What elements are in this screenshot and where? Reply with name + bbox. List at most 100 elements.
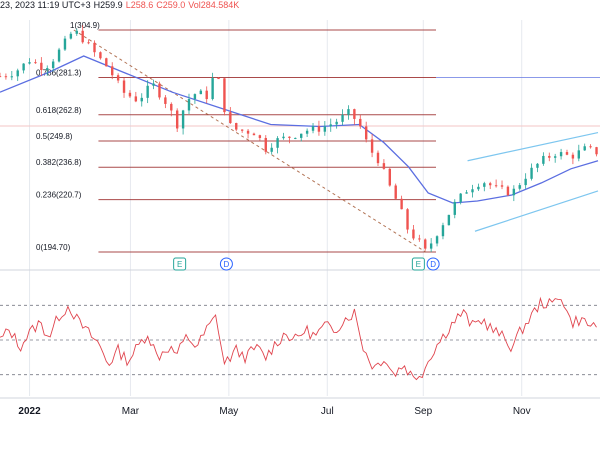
candle-body bbox=[577, 150, 581, 159]
candle-body bbox=[583, 146, 586, 151]
candle-body bbox=[317, 126, 321, 132]
candle-body bbox=[99, 52, 102, 59]
moving-average bbox=[0, 55, 599, 204]
candle-body bbox=[305, 130, 309, 134]
candle-body bbox=[341, 114, 344, 122]
candle-body bbox=[229, 112, 232, 124]
candle-body bbox=[565, 152, 569, 155]
event-label: D bbox=[430, 260, 436, 269]
candle-body bbox=[146, 85, 149, 98]
fib-level-label: 0.618(262.8) bbox=[36, 106, 82, 115]
header-datetime: 23, 2023 11:19 UTC+3 bbox=[0, 0, 91, 10]
rsi-line bbox=[0, 296, 597, 381]
rsi-panel bbox=[0, 296, 600, 381]
fib-level-label: 0.236(220.7) bbox=[36, 191, 82, 200]
candle-body bbox=[235, 123, 238, 130]
candle-body bbox=[4, 76, 8, 78]
candle-body bbox=[34, 62, 37, 64]
candle-body bbox=[40, 62, 43, 71]
candle-body bbox=[589, 146, 592, 148]
fib-retracement[interactable]: 1(304.9) 0.786(281.3) 0.618(262.8) 0.5(249.… bbox=[0, 21, 600, 253]
candle-body bbox=[500, 185, 504, 187]
candle-body bbox=[170, 103, 173, 111]
candle-body bbox=[388, 168, 392, 186]
time-tick-label: Mar bbox=[122, 406, 140, 417]
candle-body bbox=[181, 110, 185, 129]
earnings-icon bbox=[411, 257, 425, 271]
candle-body bbox=[57, 49, 61, 62]
candle-body bbox=[329, 124, 332, 127]
candle-body bbox=[400, 198, 403, 210]
event-label: E bbox=[177, 260, 182, 269]
candle-body bbox=[506, 186, 510, 196]
candle-body bbox=[128, 92, 132, 97]
candle-body bbox=[16, 70, 19, 77]
chart-header: 23, 2023 11:19 UTC+3 H259.9 L258.6 C259.0 Vo… bbox=[0, 0, 242, 18]
candle-body bbox=[376, 152, 380, 164]
price-channel[interactable] bbox=[467, 131, 599, 232]
candle-body bbox=[0, 76, 2, 78]
candle-body bbox=[335, 121, 338, 125]
candle-body bbox=[63, 38, 67, 50]
candle-body bbox=[69, 33, 73, 39]
candle-body bbox=[542, 155, 545, 164]
candle-body bbox=[116, 75, 120, 81]
candle-body bbox=[459, 193, 462, 202]
event-label: E bbox=[416, 260, 421, 269]
time-tick-label: Nov bbox=[513, 406, 531, 417]
candle-body bbox=[152, 83, 155, 86]
candle-body bbox=[300, 133, 303, 138]
candle-body bbox=[282, 136, 285, 139]
candle-body bbox=[536, 163, 539, 168]
candle-body bbox=[46, 68, 49, 71]
candle-body bbox=[187, 99, 191, 111]
earnings-marker[interactable]: E bbox=[173, 257, 187, 271]
candle-body bbox=[10, 76, 14, 78]
candle-body bbox=[51, 61, 55, 69]
dividend-marker[interactable]: D bbox=[426, 257, 440, 271]
candle-body bbox=[28, 62, 31, 64]
candle-body bbox=[471, 189, 474, 193]
candle-body bbox=[412, 229, 415, 239]
candle-body bbox=[559, 152, 563, 157]
candle-body bbox=[406, 209, 409, 230]
candle-body bbox=[347, 109, 350, 115]
candle-body bbox=[364, 126, 368, 140]
header-low: L258.6 bbox=[125, 0, 154, 10]
dividend-marker[interactable]: D bbox=[219, 257, 233, 271]
candle-body bbox=[418, 238, 421, 240]
candle-body bbox=[453, 201, 456, 215]
candle-body bbox=[429, 243, 433, 249]
candle-body bbox=[424, 239, 427, 249]
header-close: C259.0 bbox=[156, 0, 186, 10]
candle-body bbox=[311, 126, 315, 131]
candle-body bbox=[483, 183, 486, 187]
candle-body bbox=[87, 42, 90, 44]
candle-body bbox=[276, 138, 279, 148]
candle-body bbox=[530, 167, 533, 179]
candle-body bbox=[353, 109, 356, 119]
candle-body bbox=[524, 178, 527, 186]
header-volume: Vol284.584K bbox=[188, 0, 240, 10]
candle-body bbox=[270, 147, 273, 152]
candle-body bbox=[105, 58, 108, 67]
candle-body bbox=[211, 78, 214, 100]
dividend-icon bbox=[426, 257, 440, 271]
candle-body bbox=[193, 94, 197, 100]
candle-body bbox=[447, 214, 451, 226]
candle-body bbox=[258, 135, 262, 138]
candle-body bbox=[134, 96, 138, 102]
candle-body bbox=[571, 154, 575, 159]
candle-body bbox=[217, 78, 220, 80]
candle-body bbox=[264, 137, 267, 152]
fib-level-label: 0(194.70) bbox=[36, 243, 71, 252]
candle-body bbox=[294, 137, 297, 139]
earnings-marker[interactable]: E bbox=[411, 257, 425, 271]
candle-body bbox=[465, 192, 468, 194]
candle-body bbox=[359, 118, 362, 127]
candlesticks bbox=[0, 25, 598, 253]
candle-body bbox=[512, 188, 516, 196]
candle-body bbox=[323, 126, 327, 132]
